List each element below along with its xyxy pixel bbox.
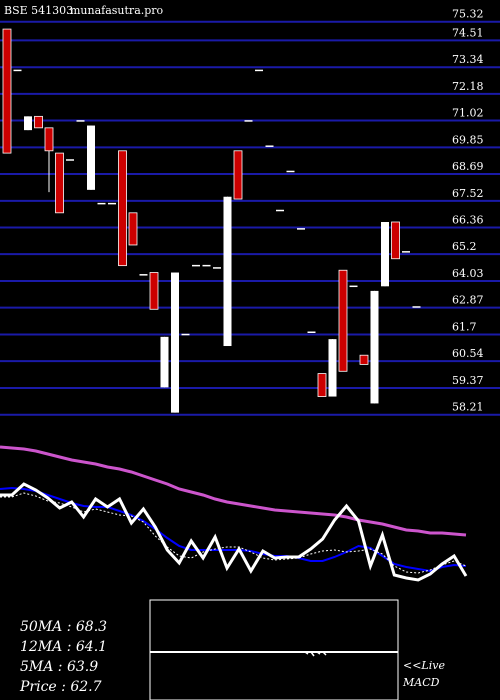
- y-tick-label: 65.2: [452, 240, 477, 253]
- candle-body: [338, 269, 348, 372]
- candle: [328, 339, 337, 397]
- candle: [317, 373, 327, 397]
- candle: [223, 196, 232, 347]
- candle: [55, 152, 64, 214]
- y-tick-label: 66.36: [452, 214, 484, 227]
- macd-panel: [149, 599, 399, 700]
- candle: [34, 115, 43, 129]
- candle-body: [34, 115, 43, 129]
- candle-body: [359, 354, 369, 365]
- macd-histogram: [304, 651, 327, 657]
- macd-label-line2: MACD: [402, 676, 440, 689]
- candle: [370, 290, 379, 404]
- stat-price: Price : 62.7: [19, 679, 102, 695]
- y-tick-label: 73.34: [452, 53, 484, 66]
- candle: [2, 28, 12, 154]
- y-tick-label: 72.18: [452, 80, 484, 93]
- y-tick-label: 59.37: [452, 374, 484, 387]
- price-gridlines: [0, 20, 500, 416]
- ma50-line: [0, 445, 467, 537]
- y-tick-label: 64.03: [452, 267, 484, 280]
- y-tick-label: 61.7: [452, 321, 477, 334]
- candle-body: [370, 290, 379, 404]
- candle: [128, 212, 138, 246]
- candle: [381, 222, 389, 287]
- y-tick-label: 74.51: [452, 26, 484, 39]
- macd-bar: [310, 651, 315, 657]
- y-tick-label: 69.85: [452, 133, 484, 146]
- y-tick-label: 71.02: [452, 106, 484, 119]
- y-tick-label: 75.32: [452, 8, 484, 21]
- candle: [338, 269, 348, 372]
- candle: [24, 116, 32, 131]
- stat-12ma: 12MA : 64.1: [20, 639, 107, 655]
- macd-label-line1: <<Live: [403, 659, 445, 672]
- candle-body: [128, 212, 138, 246]
- y-tick-label: 68.69: [452, 160, 484, 173]
- candle-body: [44, 127, 54, 152]
- candle-body: [223, 196, 232, 347]
- y-tick-label: 62.87: [452, 294, 484, 307]
- candle: [149, 272, 159, 310]
- macd-bar: [316, 651, 321, 655]
- candle-body: [381, 222, 389, 287]
- candle-body: [317, 373, 327, 397]
- candle-body: [149, 272, 159, 310]
- candle: [118, 150, 127, 267]
- candle-body: [160, 336, 169, 388]
- moving-average-panel: [0, 445, 468, 582]
- candle: [233, 150, 243, 200]
- stat-50ma: 50MA : 68.3: [20, 619, 107, 635]
- stat-5ma: 5MA : 63.9: [20, 659, 98, 675]
- macd-bar: [322, 651, 327, 656]
- candle: [359, 354, 369, 365]
- y-tick-label: 58.21: [452, 401, 484, 414]
- candle-body: [328, 339, 337, 397]
- candle-body: [2, 28, 12, 154]
- candle-body: [391, 221, 400, 260]
- header-symbol: BSE 541303: [4, 4, 73, 17]
- candle-body: [24, 116, 32, 131]
- candle-body: [171, 272, 179, 413]
- candle-body: [55, 152, 64, 214]
- y-tick-label: 60.54: [452, 347, 484, 360]
- candle: [391, 221, 400, 260]
- candle-body: [118, 150, 127, 267]
- price-line: [0, 482, 468, 582]
- macd-bar: [304, 651, 309, 655]
- candle: [171, 272, 179, 413]
- y-tick-label: 67.52: [452, 187, 484, 200]
- candle: [87, 125, 95, 190]
- candle-body: [233, 150, 243, 200]
- candle: [160, 336, 169, 388]
- candle-body: [87, 125, 95, 190]
- candlestick-series: [2, 28, 421, 413]
- y-axis-ticks: 75.32 74.51 73.34 72.18 71.02 69.85 68.69 67.52…: [452, 8, 484, 414]
- candle: [44, 127, 54, 193]
- header-site: munafasutra.pro: [70, 4, 164, 17]
